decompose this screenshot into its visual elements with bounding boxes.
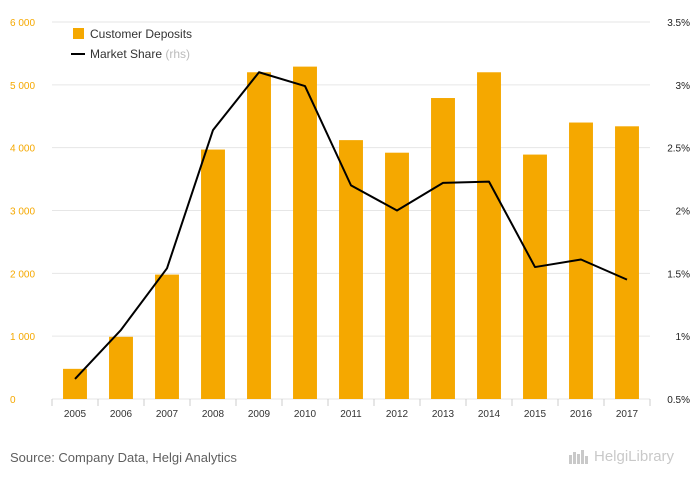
- x-axis-ticks: 2005 2006 2007 2008 2009 2010 2011 2012 2013 2014…: [64, 409, 639, 420]
- deposit-bars: [63, 66, 639, 400]
- left-tick-label: 5 000: [10, 81, 35, 92]
- helgi-library-logo: HelgiLibrary: [568, 448, 674, 465]
- deposit-bar-2010: [293, 66, 317, 399]
- deposit-bar-2009: [247, 72, 271, 400]
- deposit-bar-2007: [155, 274, 179, 399]
- legend-label-market-share: Market Share (rhs): [90, 47, 190, 61]
- x-tick-label: 2012: [386, 409, 409, 420]
- deposit-bar-2014: [477, 72, 501, 400]
- deposit-bar-2016: [569, 122, 593, 400]
- x-tick-label: 2013: [432, 409, 455, 420]
- right-tick-label: 1.5%: [667, 269, 690, 280]
- deposit-bar-2005: [63, 368, 87, 399]
- left-tick-label: 1 000: [10, 332, 35, 343]
- left-tick-label: 3 000: [10, 207, 35, 218]
- right-tick-label: 2.5%: [667, 144, 690, 155]
- deposit-bar-2015: [523, 154, 547, 399]
- x-tick-label: 2007: [156, 409, 179, 420]
- deposit-bar-2017: [615, 126, 639, 399]
- left-tick-label: 4 000: [10, 144, 35, 155]
- deposit-bar-2012: [385, 152, 409, 399]
- deposit-bar-2013: [431, 98, 455, 400]
- library-logo-icon: [569, 449, 588, 464]
- legend-rhs-note: (rhs): [165, 47, 190, 61]
- x-tick-label: 2014: [478, 409, 501, 420]
- source-note: Source: Company Data, Helgi Analytics: [10, 450, 237, 465]
- x-tick-label: 2009: [248, 409, 271, 420]
- x-tick-label: 2015: [524, 409, 547, 420]
- right-tick-label: 0.5%: [667, 395, 690, 406]
- left-axis-ticks: 0 1 000 2 000 3 000 4 000 5 000 6 000: [10, 18, 35, 406]
- x-tick-label: 2011: [340, 409, 362, 420]
- legend: Customer Deposits Market Share (rhs): [71, 27, 192, 61]
- right-tick-label: 1%: [676, 332, 691, 343]
- chart: 0 1 000 2 000 3 000 4 000 5 000 6 000 0.5% 1% 1.…: [10, 18, 690, 420]
- x-tick-label: 2005: [64, 409, 87, 420]
- market-share-line-group: [74, 71, 628, 380]
- left-tick-label: 0: [10, 395, 16, 406]
- deposit-bar-2011: [339, 140, 363, 400]
- x-tick-label: 2006: [110, 409, 133, 420]
- legend-label-deposits: Customer Deposits: [90, 27, 192, 41]
- x-tick-label: 2016: [570, 409, 593, 420]
- right-axis-ticks: 0.5% 1% 1.5% 2% 2.5% 3% 3.5%: [667, 18, 690, 406]
- left-tick-label: 6 000: [10, 18, 35, 29]
- right-tick-label: 2%: [676, 207, 691, 218]
- deposit-bar-2008: [201, 149, 225, 399]
- left-tick-label: 2 000: [10, 269, 35, 280]
- right-tick-label: 3.5%: [667, 18, 690, 29]
- logo-text: HelgiLibrary: [594, 448, 675, 465]
- x-tick-label: 2010: [294, 409, 317, 420]
- right-tick-label: 3%: [676, 81, 691, 92]
- deposit-bar-2006: [109, 336, 133, 399]
- legend-swatch-deposits: [73, 28, 84, 39]
- x-tick-label: 2017: [616, 409, 639, 420]
- x-tick-label: 2008: [202, 409, 225, 420]
